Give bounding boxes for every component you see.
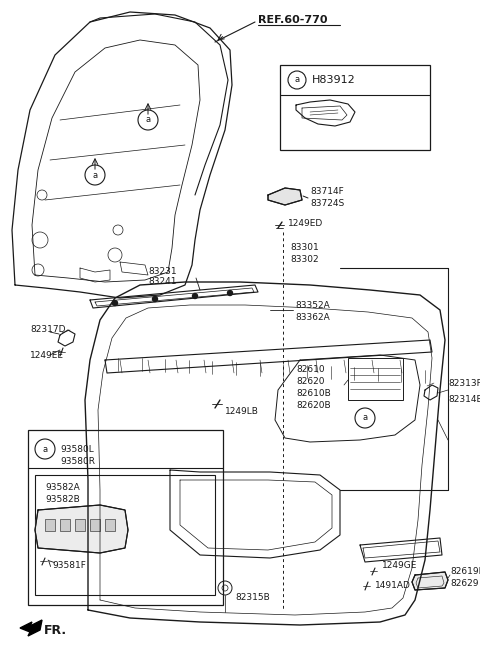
Text: 83241: 83241: [148, 277, 177, 287]
Text: 1249GE: 1249GE: [382, 560, 418, 569]
Text: 93582A: 93582A: [45, 483, 80, 493]
Text: a: a: [145, 115, 151, 125]
Circle shape: [228, 291, 232, 295]
Text: 1249LB: 1249LB: [225, 407, 259, 417]
Text: REF.60-770: REF.60-770: [258, 15, 327, 25]
Bar: [348, 358, 403, 400]
Text: 1249EE: 1249EE: [30, 350, 64, 359]
Polygon shape: [268, 188, 302, 205]
Bar: [45, 519, 55, 531]
Bar: [28, 430, 223, 605]
Circle shape: [112, 300, 118, 306]
Text: 82610: 82610: [296, 365, 324, 375]
Text: a: a: [362, 413, 368, 422]
Text: a: a: [93, 171, 97, 180]
Circle shape: [192, 293, 197, 298]
Polygon shape: [20, 620, 42, 636]
Text: 82629: 82629: [450, 579, 479, 588]
Text: 83724S: 83724S: [310, 199, 344, 209]
Text: a: a: [294, 75, 300, 85]
Bar: [60, 519, 70, 531]
Text: H83912: H83912: [312, 75, 356, 85]
Bar: [90, 519, 100, 531]
Text: 93580L: 93580L: [60, 445, 94, 453]
Polygon shape: [35, 505, 128, 553]
Text: 93581F: 93581F: [52, 562, 86, 571]
Circle shape: [153, 297, 157, 302]
Text: 82619B: 82619B: [450, 567, 480, 577]
Text: 83714F: 83714F: [310, 188, 344, 197]
Text: 83231: 83231: [148, 268, 177, 276]
Text: 82314B: 82314B: [448, 396, 480, 405]
Text: 82610B: 82610B: [296, 390, 331, 398]
Text: FR.: FR.: [44, 623, 67, 636]
Polygon shape: [412, 572, 448, 590]
Text: 82620: 82620: [296, 377, 324, 386]
Text: 83352A: 83352A: [295, 300, 330, 310]
Bar: [75, 519, 85, 531]
Text: 83301: 83301: [290, 243, 319, 253]
Text: 83362A: 83362A: [295, 312, 330, 321]
Text: a: a: [42, 445, 48, 453]
Text: 83302: 83302: [290, 255, 319, 264]
Text: 82317D: 82317D: [30, 325, 65, 335]
Text: 1249ED: 1249ED: [288, 220, 323, 228]
Text: 93582B: 93582B: [45, 495, 80, 504]
Text: 82315B: 82315B: [235, 594, 270, 602]
Bar: [280, 65, 430, 150]
Text: 82313F: 82313F: [448, 379, 480, 388]
Text: 82620B: 82620B: [296, 401, 331, 411]
Text: 93580R: 93580R: [60, 457, 95, 466]
Bar: [35, 475, 215, 595]
Text: 1491AD: 1491AD: [375, 581, 411, 590]
Bar: [105, 519, 115, 531]
